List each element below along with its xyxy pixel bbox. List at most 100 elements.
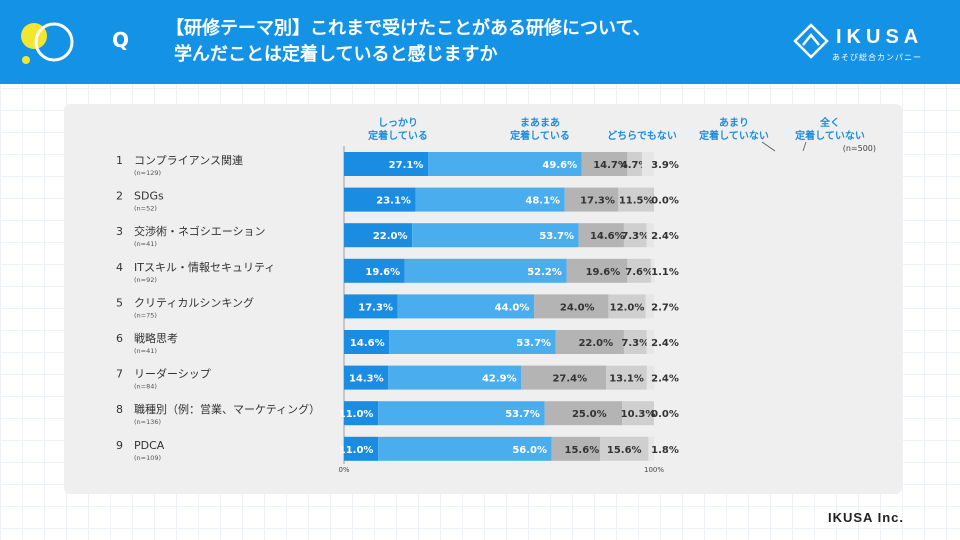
- legend-pointer-4: [761, 141, 776, 152]
- category-label-4: ITスキル・情報セキュリティ: [134, 261, 275, 274]
- bar-3-seg-2: [412, 223, 579, 248]
- value-label-6-1: 14.6%: [350, 338, 385, 349]
- value-label-2-5: 0.0%: [651, 196, 679, 207]
- category-n-3: (n=41): [134, 240, 157, 248]
- bar-6-seg-3: [555, 330, 624, 354]
- bar-7-seg-2: [388, 365, 522, 390]
- value-label-5-5: 2.7%: [651, 302, 679, 313]
- legend-label-3-line2: どちらでもない: [607, 129, 677, 142]
- value-label-8-1: 11.0%: [339, 409, 374, 420]
- value-label-3-1: 22.0%: [373, 231, 408, 242]
- value-label-8-3: 25.0%: [572, 409, 607, 420]
- bar-8-seg-4: [622, 401, 654, 426]
- value-label-2-3: 17.3%: [580, 196, 615, 207]
- category-label-3: 交渉術・ネゴシエーション: [134, 224, 266, 238]
- value-label-1-4: 4.7%: [621, 160, 649, 171]
- value-label-4-3: 19.6%: [586, 267, 621, 278]
- value-label-3-3: 14.6%: [590, 231, 625, 242]
- value-label-6-4: 7.3%: [621, 338, 649, 349]
- value-label-7-1: 14.3%: [349, 374, 384, 385]
- bar-5-seg-2: [397, 294, 535, 319]
- bar-9-seg-2: [378, 436, 552, 461]
- title-line-1: 【研修テーマ別】これまで受けたことがある研修について、: [166, 18, 651, 39]
- legend-label-5-line1: 全く: [819, 116, 840, 129]
- bar-3-seg-4: [623, 223, 647, 248]
- category-number-1: 1: [116, 154, 123, 167]
- question-mark-label: Q: [112, 28, 130, 52]
- category-n-6: (n=41): [134, 347, 157, 355]
- logo-circles-icon: [21, 22, 74, 64]
- bar-4-seg-1: [344, 258, 405, 283]
- category-label-9: PDCA: [134, 439, 165, 452]
- page-title: 【研修テーマ別】これまで受けたことがある研修について、 学んだことは定着している…: [166, 16, 651, 68]
- brand-logo: IKUSA あそび総合カンパニー: [792, 22, 932, 68]
- bar-2-seg-1: [344, 187, 416, 212]
- header-bar: Q 【研修テーマ別】これまで受けたことがある研修について、 学んだことは定着して…: [0, 0, 960, 84]
- category-n-9: (n=109): [134, 454, 161, 462]
- brand-tagline: あそび総合カンパニー: [832, 53, 922, 62]
- category-label-8: 職種別（例：営業、マーケティング）: [134, 402, 320, 416]
- bar-3-seg-5: [646, 223, 654, 248]
- category-number-7: 7: [116, 368, 123, 381]
- category-number-6: 6: [116, 332, 123, 345]
- bar-8-seg-2: [378, 401, 545, 426]
- bar-3-seg-3: [578, 223, 624, 248]
- value-label-2-4: 11.5%: [619, 196, 654, 207]
- bar-6-seg-5: [646, 330, 654, 354]
- legend-label-4-line1: あまり: [719, 116, 749, 129]
- value-label-3-4: 7.3%: [621, 231, 649, 242]
- category-label-6: 戦略思考: [134, 331, 178, 345]
- value-label-1-2: 49.6%: [542, 160, 577, 171]
- value-label-7-5: 2.4%: [651, 374, 679, 385]
- bar-1-seg-1: [344, 152, 429, 176]
- bar-5-seg-1: [344, 294, 398, 319]
- value-label-8-4: 10.3%: [621, 409, 656, 420]
- legend-label-1-line2: 定着している: [368, 129, 428, 142]
- category-n-4: (n=92): [134, 276, 157, 284]
- bar-1-seg-2: [428, 152, 582, 176]
- value-label-5-1: 17.3%: [358, 302, 393, 313]
- legend-pointer-5: [802, 141, 807, 152]
- x-tick-0: 0%: [338, 466, 349, 474]
- category-number-4: 4: [116, 261, 123, 274]
- bar-1-seg-5: [641, 152, 654, 176]
- value-label-7-3: 27.4%: [552, 374, 587, 385]
- legend-label-4-line2: 定着していない: [699, 129, 769, 142]
- bar-9-seg-1: [344, 436, 379, 461]
- category-n-2: (n=52): [134, 205, 157, 213]
- category-number-9: 9: [116, 439, 123, 452]
- category-number-2: 2: [116, 190, 123, 203]
- category-n-5: (n=75): [134, 311, 157, 319]
- bar-9-seg-4: [600, 436, 649, 461]
- value-label-1-1: 27.1%: [389, 160, 424, 171]
- bar-8-seg-3: [544, 401, 623, 426]
- bar-7-seg-4: [606, 365, 647, 390]
- category-label-5: クリティカルシンキング: [134, 295, 254, 309]
- category-n-7: (n=84): [134, 383, 157, 391]
- bar-2-seg-2: [415, 187, 565, 212]
- bar-4-seg-3: [566, 258, 628, 283]
- bar-5-seg-4: [608, 294, 646, 319]
- bar-6-seg-2: [389, 330, 556, 354]
- bar-7-seg-5: [646, 365, 655, 390]
- value-label-6-3: 22.0%: [578, 338, 613, 349]
- legend-label-2-line1: まあまあ: [520, 116, 560, 129]
- legend-label-1-line1: しっかり: [378, 117, 418, 129]
- title-line-2: 学んだことは定着していると感じますか: [174, 44, 498, 65]
- value-label-8-5: 0.0%: [651, 409, 679, 420]
- category-label-2: SDGs: [134, 190, 164, 203]
- bar-5-seg-3: [534, 294, 609, 319]
- value-label-9-5: 1.8%: [651, 445, 679, 456]
- x-tick-100: 100%: [644, 466, 664, 474]
- brand-name: IKUSA: [836, 26, 924, 48]
- footer-company: IKUSA Inc.: [828, 510, 904, 525]
- bar-4-seg-4: [627, 258, 651, 283]
- brand-mark-icon: [793, 23, 829, 59]
- bar-1-seg-3: [581, 152, 628, 176]
- value-label-9-4: 15.6%: [607, 445, 642, 456]
- value-label-6-2: 53.7%: [516, 338, 551, 349]
- value-label-3-2: 53.7%: [539, 231, 574, 242]
- category-label-1: コンプライアンス関連: [134, 153, 243, 167]
- value-label-4-4: 7.6%: [625, 267, 653, 278]
